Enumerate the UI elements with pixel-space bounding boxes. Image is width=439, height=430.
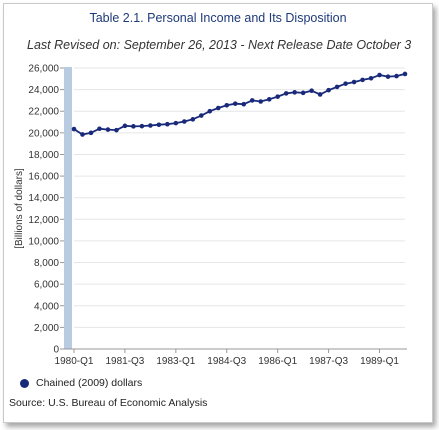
data-point bbox=[224, 102, 230, 108]
x-tick-label: 1984-Q3 bbox=[207, 356, 246, 367]
data-point bbox=[97, 126, 102, 132]
legend-marker bbox=[20, 378, 29, 388]
y-tick-label: 20,000 bbox=[28, 128, 59, 139]
data-point bbox=[283, 91, 289, 96]
data-point bbox=[385, 74, 391, 79]
data-point bbox=[249, 98, 255, 103]
data-point bbox=[122, 123, 128, 129]
y-tick-label: 0 bbox=[53, 345, 59, 356]
data-point bbox=[148, 123, 153, 128]
y-tick-label: 6,000 bbox=[34, 280, 59, 291]
chart-subtitle: Last Revised on: September 26, 2013 - Ne… bbox=[27, 38, 412, 52]
data-point bbox=[139, 123, 145, 129]
data-point bbox=[360, 77, 365, 83]
data-point bbox=[131, 124, 136, 129]
data-point bbox=[300, 90, 306, 96]
y-axis-band bbox=[64, 67, 72, 349]
data-point bbox=[292, 90, 297, 95]
data-point bbox=[343, 81, 348, 86]
series-line bbox=[73, 73, 406, 136]
data-point bbox=[309, 88, 314, 93]
data-point bbox=[241, 101, 247, 107]
data-point bbox=[114, 127, 119, 133]
data-point bbox=[232, 101, 238, 106]
x-tick-label: 1989-Q1 bbox=[360, 356, 399, 367]
data-point bbox=[394, 73, 399, 79]
data-point bbox=[156, 122, 162, 128]
data-point bbox=[402, 71, 408, 77]
data-point bbox=[173, 120, 179, 126]
y-tick-label: 14,000 bbox=[28, 193, 59, 204]
chart-title: Table 2.1. Personal Income and Its Dispo… bbox=[89, 11, 347, 25]
data-point bbox=[215, 105, 221, 111]
data-point bbox=[88, 130, 94, 136]
y-tick-label: 12,000 bbox=[28, 215, 59, 226]
data-point bbox=[190, 117, 196, 122]
legend[interactable]: Chained (2009) dollars bbox=[12, 377, 142, 389]
data-point bbox=[105, 127, 111, 132]
data-point bbox=[368, 75, 374, 81]
data-point bbox=[266, 97, 272, 102]
data-point bbox=[317, 92, 323, 97]
source-note: Source: U.S. Bureau of Economic Analysis bbox=[9, 397, 208, 409]
x-tick-label: 1980-Q1 bbox=[55, 356, 94, 367]
y-tick-label: 2,000 bbox=[34, 323, 59, 334]
y-tick-label: 24,000 bbox=[28, 85, 59, 96]
line-chart: 0 2,000 4,000 6,000 8,000 10,000 12,000 14,000 1… bbox=[14, 64, 408, 367]
data-point bbox=[326, 87, 331, 93]
data-point bbox=[165, 121, 170, 127]
y-tick-label: 10,000 bbox=[28, 236, 59, 247]
y-tick-label: 4,000 bbox=[34, 301, 59, 312]
y-tick-label: 26,000 bbox=[28, 64, 59, 75]
data-point bbox=[275, 94, 280, 99]
data-point bbox=[80, 132, 85, 137]
data-point bbox=[207, 108, 213, 114]
y-tick-label: 8,000 bbox=[34, 258, 59, 269]
data-point bbox=[71, 126, 77, 132]
y-axis-title: [Billions of dollars] bbox=[14, 168, 25, 249]
data-point bbox=[334, 84, 340, 90]
data-point bbox=[199, 113, 204, 118]
x-tick-label: 1986-Q1 bbox=[258, 356, 297, 367]
chart-panel: Table 2.1. Personal Income and Its Dispo… bbox=[3, 3, 433, 423]
x-tick-label: 1987-Q3 bbox=[309, 356, 348, 367]
y-tick-label: 18,000 bbox=[28, 150, 59, 161]
y-tick-label: 22,000 bbox=[28, 107, 59, 118]
legend-label: Chained (2009) dollars bbox=[36, 377, 143, 389]
x-tick-label: 1983-Q1 bbox=[156, 356, 195, 367]
data-point bbox=[182, 119, 187, 124]
data-point bbox=[351, 79, 357, 85]
y-tick-label: 16,000 bbox=[28, 172, 59, 183]
data-point bbox=[377, 72, 382, 78]
data-point bbox=[258, 99, 264, 104]
x-tick-label: 1981-Q3 bbox=[105, 356, 144, 367]
